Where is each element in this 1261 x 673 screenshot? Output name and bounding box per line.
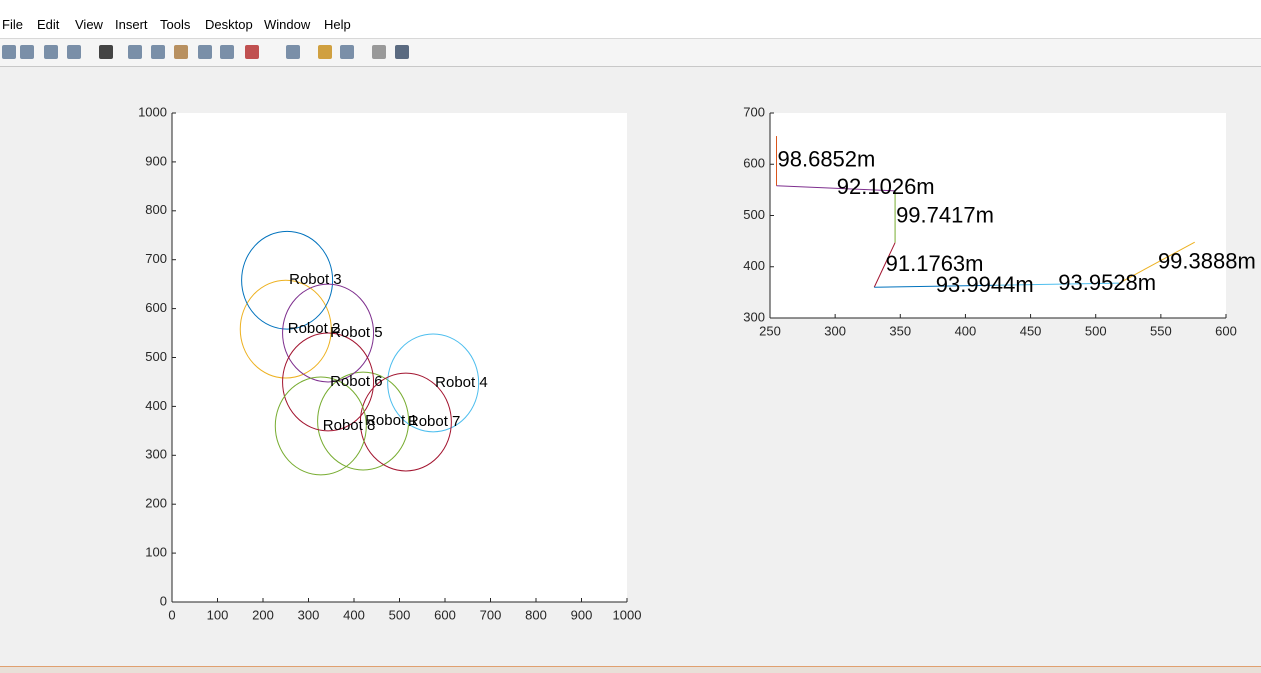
path-segment: [995, 282, 1120, 286]
x-tick-label: 400: [343, 607, 365, 622]
y-tick-label: 900: [145, 153, 167, 168]
robot-circle: [317, 371, 410, 471]
tool-icon[interactable]: [67, 45, 81, 59]
y-tick-label: 300: [145, 447, 167, 462]
y-tick-label: 700: [743, 104, 765, 119]
tool-icon[interactable]: [174, 45, 188, 59]
tool-icon[interactable]: [44, 45, 58, 59]
distance-label: 93.9528m: [1058, 270, 1156, 295]
y-tick-label: 700: [145, 251, 167, 266]
robot-circle: [274, 376, 367, 476]
x-tick-label: 100: [207, 607, 229, 622]
robot-label: Robot 3: [289, 271, 342, 288]
menu-item[interactable]: Edit: [37, 17, 60, 32]
tool-icon[interactable]: [340, 45, 354, 59]
axes-background: [172, 113, 627, 602]
menu-item[interactable]: Window: [264, 17, 311, 32]
x-tick-label: 900: [571, 607, 593, 622]
x-tick-label: 550: [1150, 323, 1172, 338]
path-segment: [776, 185, 896, 192]
distance-label: 99.3888m: [1158, 248, 1256, 273]
axes-background: [770, 113, 1226, 318]
y-tick-label: 500: [743, 207, 765, 222]
x-tick-label: 1000: [613, 607, 642, 622]
robot-circle: [241, 230, 334, 330]
robot-circle: [282, 283, 375, 383]
menu-item[interactable]: File: [2, 17, 23, 32]
robot-label: Robot 7: [408, 413, 461, 430]
x-tick-label: 200: [252, 607, 274, 622]
menu-item[interactable]: Insert: [115, 17, 148, 32]
robot-circle: [239, 279, 332, 379]
x-tick-label: 500: [389, 607, 411, 622]
robot-circle: [359, 372, 452, 472]
y-tick-label: 200: [145, 496, 167, 511]
tool-icon[interactable]: [220, 45, 234, 59]
distance-label: 93.9944m: [936, 272, 1034, 297]
y-tick-label: 400: [145, 398, 167, 413]
menu-bar: File Edit View Insert Tools Desktop Window Help: [0, 0, 1261, 38]
robot-label: Robot 1: [365, 412, 418, 429]
menu-item[interactable]: Help: [324, 17, 351, 32]
distance-label: 99.7417m: [896, 203, 994, 228]
robot-label: Robot 4: [435, 374, 488, 391]
toolbar: [0, 38, 1261, 67]
y-tick-label: 100: [145, 545, 167, 560]
robot-label: Robot 6: [330, 373, 383, 390]
tool-icon[interactable]: [128, 45, 142, 59]
tool-icon[interactable]: [372, 45, 386, 59]
tool-icon[interactable]: [286, 45, 300, 59]
x-tick-label: 600: [434, 607, 456, 622]
y-tick-label: 600: [145, 300, 167, 315]
x-tick-label: 450: [1020, 323, 1042, 338]
robot-label: Robot 5: [330, 324, 383, 341]
y-tick-label: 400: [743, 258, 765, 273]
tool-icon[interactable]: [245, 45, 259, 59]
path-segment: [1118, 241, 1195, 284]
tool-icon[interactable]: [318, 45, 332, 59]
robot-circle: [282, 332, 375, 432]
tool-icon[interactable]: [2, 45, 16, 59]
robot-label: Robot 8: [323, 417, 376, 434]
x-tick-label: 500: [1085, 323, 1107, 338]
x-tick-label: 0: [168, 607, 175, 622]
x-tick-label: 400: [955, 323, 977, 338]
distance-label: 91.1763m: [886, 251, 984, 276]
x-tick-label: 300: [298, 607, 320, 622]
x-tick-label: 350: [889, 323, 911, 338]
x-tick-label: 600: [1215, 323, 1237, 338]
tool-icon[interactable]: [20, 45, 34, 59]
robot-circle: [387, 333, 480, 433]
menu-item[interactable]: Tools: [160, 17, 191, 32]
path-segment: [873, 242, 896, 288]
path-segment: [874, 284, 996, 288]
y-tick-label: 800: [145, 202, 167, 217]
tool-icon[interactable]: [395, 45, 409, 59]
x-tick-label: 300: [824, 323, 846, 338]
tool-icon[interactable]: [151, 45, 165, 59]
y-tick-label: 1000: [138, 104, 167, 119]
status-strip: [0, 666, 1261, 673]
distance-label: 92.1026m: [837, 174, 935, 199]
y-tick-label: 500: [145, 349, 167, 364]
menu-item[interactable]: Desktop: [205, 17, 253, 32]
robot-label: Robot 2: [288, 320, 341, 337]
x-tick-label: 250: [759, 323, 781, 338]
y-tick-label: 600: [743, 156, 765, 171]
x-tick-label: 800: [525, 607, 547, 622]
distance-label: 98.6852m: [778, 147, 876, 172]
menu-item[interactable]: View: [75, 17, 103, 32]
y-tick-label: 300: [743, 309, 765, 324]
y-tick-label: 0: [160, 593, 167, 608]
tool-icon[interactable]: [99, 45, 113, 59]
x-tick-label: 700: [480, 607, 502, 622]
tool-icon[interactable]: [198, 45, 212, 59]
